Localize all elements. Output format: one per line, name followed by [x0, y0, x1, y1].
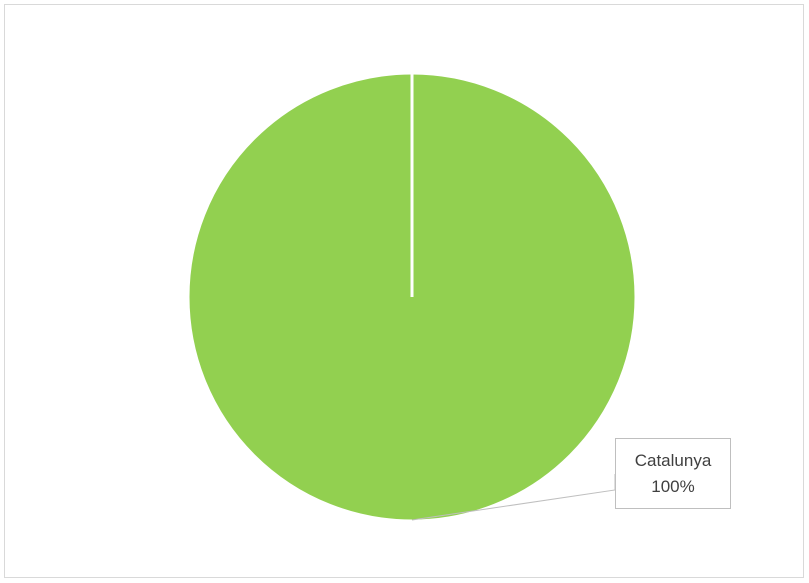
- data-label-callout: Catalunya 100%: [615, 438, 731, 509]
- data-label-percent: 100%: [651, 476, 695, 496]
- data-label-category: Catalunya: [634, 450, 712, 470]
